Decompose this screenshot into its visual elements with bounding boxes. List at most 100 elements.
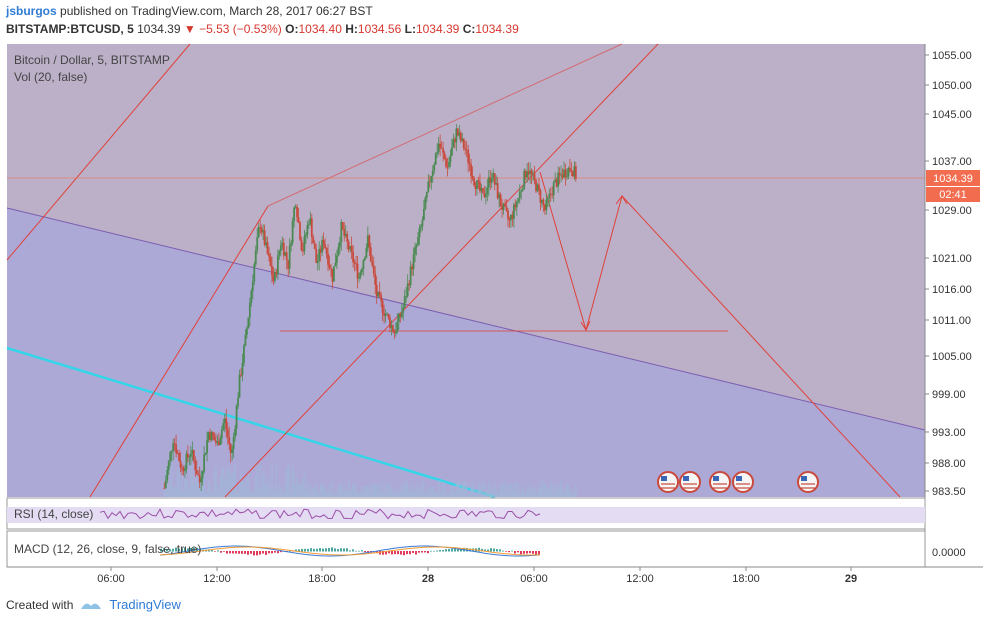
volume-bar <box>375 484 378 497</box>
rsi-line <box>99 508 541 520</box>
candle-body <box>288 245 291 269</box>
volume-bar <box>334 493 337 497</box>
volume-bar <box>184 474 186 497</box>
volume-bar <box>372 484 375 497</box>
brand-link[interactable]: TradingView <box>109 597 181 612</box>
volume-bar <box>241 482 244 497</box>
candle-body <box>480 188 483 192</box>
volume-bar <box>545 483 548 497</box>
candle-body <box>191 449 194 454</box>
volume-bar <box>281 491 284 497</box>
candle-body <box>287 259 290 269</box>
volume-bar <box>163 490 166 497</box>
candle-body <box>476 180 478 190</box>
candle-body <box>449 155 452 163</box>
volume-bar <box>336 492 338 497</box>
candle-body <box>504 203 506 207</box>
volume-bar <box>493 482 496 497</box>
candle-body <box>423 208 425 221</box>
symbol-label[interactable]: BITSTAMP:BTCUSD, 5 <box>6 22 134 36</box>
candle-body <box>228 436 231 444</box>
volume-bar <box>229 477 232 497</box>
candle-body <box>364 257 366 261</box>
volume-bar <box>406 483 409 497</box>
volume-bar <box>554 485 556 497</box>
volume-bar <box>566 483 568 497</box>
candle-body <box>192 449 195 461</box>
macd-bar <box>247 551 249 555</box>
volume-bar <box>418 488 421 497</box>
macd-bar <box>352 549 354 552</box>
macd-bar <box>226 551 228 554</box>
candle-body <box>471 175 474 179</box>
volume-bar <box>340 484 343 497</box>
candle-body <box>420 226 422 229</box>
macd-label: MACD (12, 26, close, 9, false, true) <box>14 542 201 556</box>
volume-bar <box>454 492 456 497</box>
candle-body <box>482 188 484 194</box>
candle-body <box>319 248 322 253</box>
volume-bar <box>492 492 495 497</box>
volume-bar <box>194 471 197 497</box>
price-tick-label: 1005.00 <box>932 351 972 363</box>
volume-bar <box>316 492 319 497</box>
macd-bar <box>238 551 240 554</box>
volume-bar <box>213 471 216 497</box>
candle-body <box>166 470 169 481</box>
candle-body <box>380 294 383 301</box>
macd-bar <box>514 551 516 554</box>
candle-body <box>397 313 400 322</box>
price-tick-label: 1055.00 <box>932 50 972 62</box>
candle-body <box>268 253 270 257</box>
candle-body <box>222 423 225 430</box>
volume-bar <box>364 485 366 497</box>
candle-body <box>212 432 214 437</box>
macd-bar <box>490 548 492 552</box>
volume-bar <box>237 493 239 497</box>
candle-body <box>353 262 356 264</box>
volume-bar <box>480 485 483 497</box>
candle-body <box>306 224 309 235</box>
candle-body <box>526 171 529 178</box>
candle-body <box>330 267 332 269</box>
volume-bar <box>353 483 356 497</box>
macd-bar <box>295 549 297 552</box>
volume-bar <box>179 486 182 497</box>
candle-body <box>259 227 262 229</box>
author-link[interactable]: jsburgos <box>6 4 57 18</box>
candle-body <box>430 176 433 183</box>
macd-bar <box>379 551 381 555</box>
macd-bar <box>190 548 192 552</box>
time-tick-label: 29 <box>845 573 857 585</box>
volume-bar <box>396 491 399 497</box>
candle-body <box>269 256 272 266</box>
macd-bar <box>298 549 300 552</box>
candle-body <box>456 128 459 136</box>
candle-body <box>216 441 219 443</box>
candle-body <box>310 218 313 238</box>
candle-body <box>406 283 409 297</box>
candle-body <box>251 281 254 291</box>
candle-body <box>278 250 281 256</box>
macd-bar <box>460 548 462 552</box>
candle-body <box>545 199 548 211</box>
macd-bar <box>343 548 345 552</box>
volume-bar <box>271 466 273 497</box>
volume-bar <box>178 466 180 497</box>
volume-bar <box>539 480 542 497</box>
candle-body <box>445 158 447 167</box>
candle-body <box>340 222 343 243</box>
macd-bar <box>532 551 534 554</box>
candle-body <box>560 174 562 176</box>
volume-bar <box>446 493 449 497</box>
time-tick-label: 06:00 <box>520 573 548 585</box>
candle-body <box>349 246 352 250</box>
volume-bar <box>380 481 382 497</box>
candle-body <box>495 183 498 185</box>
candle-body <box>250 290 253 304</box>
volume-bar <box>433 490 436 497</box>
candle-body <box>529 170 531 175</box>
candle-body <box>535 179 537 192</box>
volume-bar <box>459 488 462 497</box>
